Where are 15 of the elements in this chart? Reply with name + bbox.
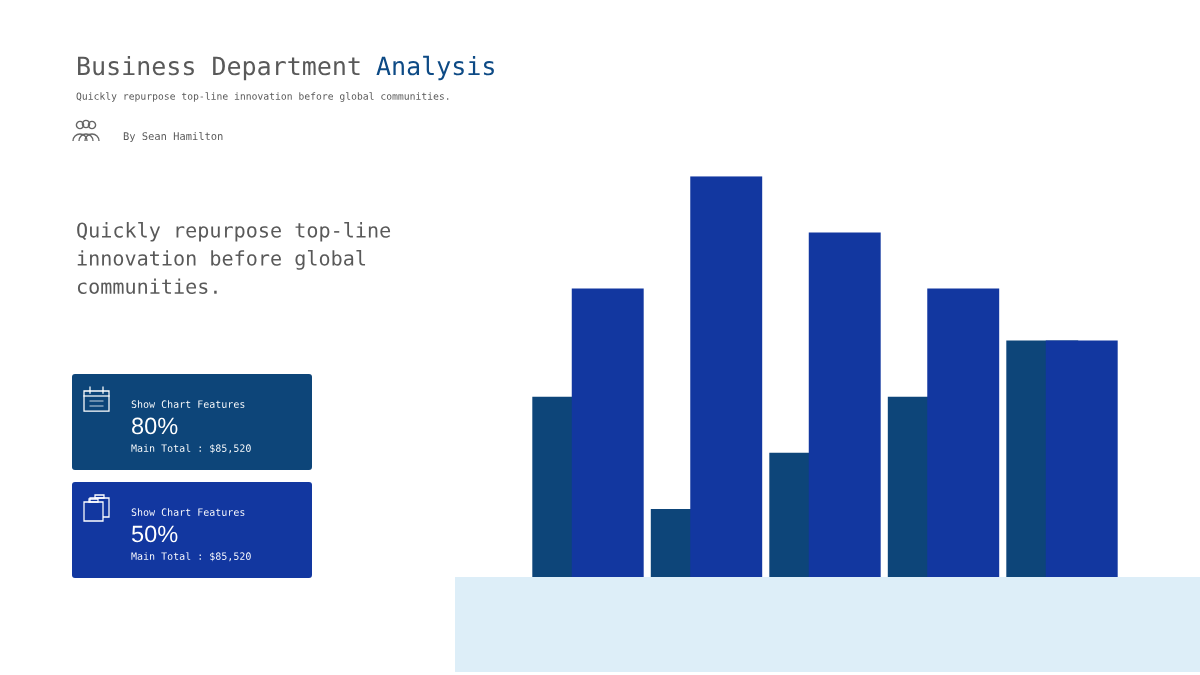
text: Main Total : $85,520 xyxy=(131,552,251,562)
bar xyxy=(927,288,1000,577)
bar xyxy=(808,232,881,577)
text: 80% xyxy=(132,417,178,435)
text: Quickly repurpose top-line innovation before global communities. xyxy=(77,222,391,294)
chart-title: Business Department Analysis xyxy=(78,55,494,81)
text: Main Total : $85,520 xyxy=(131,444,251,454)
text: By Sean Hamilton xyxy=(123,131,223,143)
bar xyxy=(1045,340,1118,577)
bar xyxy=(690,176,763,577)
text: 50% xyxy=(131,525,178,543)
text: Show Chart Features xyxy=(131,508,245,516)
text: Quickly repurpose top-line innovation before global communities. xyxy=(76,92,449,102)
text: Show Chart Features xyxy=(131,400,245,408)
bar xyxy=(571,288,644,577)
